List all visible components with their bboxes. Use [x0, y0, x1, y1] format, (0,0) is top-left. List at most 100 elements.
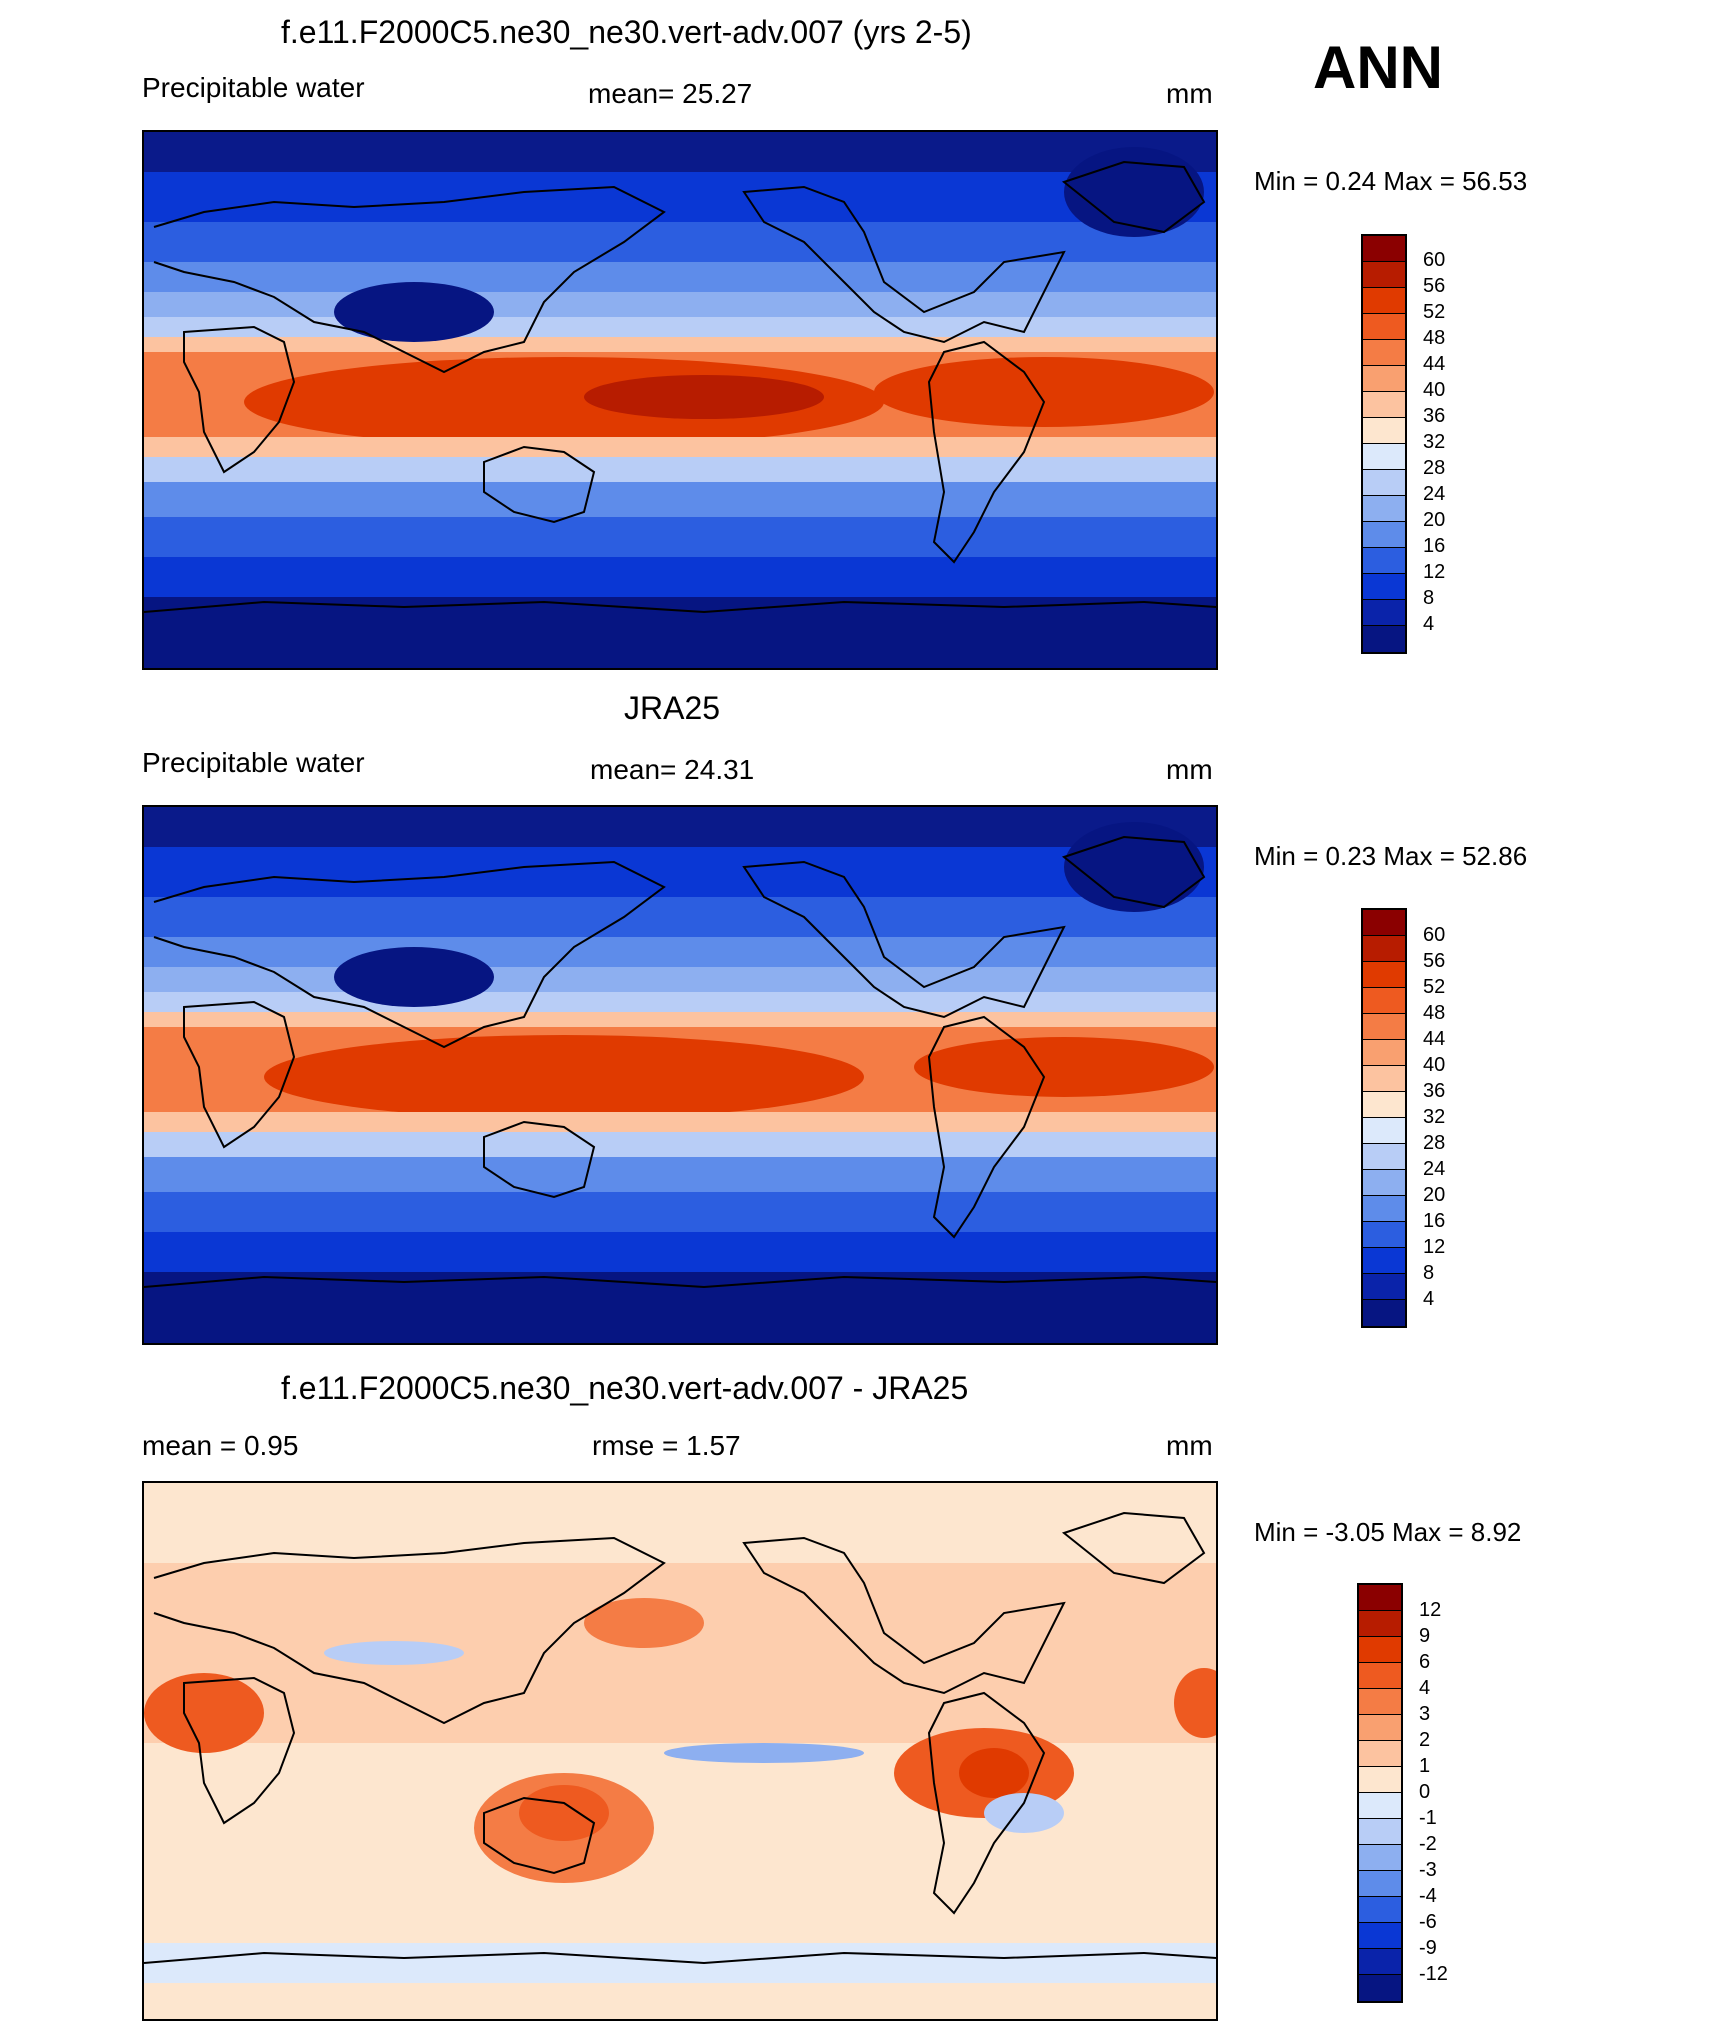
colorbar-swatch	[1363, 600, 1405, 626]
colorbar-tick-label: 20	[1423, 509, 1446, 531]
colorbar-tick-label: 12	[1423, 1236, 1446, 1258]
panel-1-title: f.e11.F2000C5.ne30_ne30.vert-adv.007 (yr…	[281, 14, 972, 50]
colorbar-tick-label: 24	[1423, 1158, 1446, 1180]
colorbar-swatch	[1359, 1585, 1401, 1611]
panel-2-mean-label: mean= 24.31	[590, 754, 755, 785]
colorbar-swatch	[1363, 574, 1405, 600]
panel-3-colorbar	[1357, 1583, 1403, 2003]
panel-3-units-label: mm	[1166, 1430, 1213, 1461]
colorbar-swatch	[1363, 340, 1405, 366]
colorbar-swatch	[1359, 1689, 1401, 1715]
panel-3-map-field	[144, 1483, 1216, 2019]
colorbar-tick-label: -9	[1419, 1937, 1437, 1959]
colorbar-swatch	[1363, 936, 1405, 962]
colorbar-tick-label: 60	[1423, 249, 1446, 271]
panel-1-map	[142, 130, 1218, 670]
colorbar-tick-label: -4	[1419, 1885, 1437, 1907]
colorbar-swatch	[1359, 1897, 1401, 1923]
colorbar-swatch	[1363, 444, 1405, 470]
colorbar-tick-label: 4	[1419, 1677, 1431, 1699]
colorbar-swatch	[1363, 1248, 1405, 1274]
colorbar-tick-label: 2	[1419, 1729, 1431, 1751]
colorbar-tick-label: 20	[1423, 1184, 1446, 1206]
colorbar-swatch	[1359, 1637, 1401, 1663]
colorbar-tick-label: -12	[1419, 1963, 1448, 1985]
colorbar-swatch	[1363, 288, 1405, 314]
colorbar-swatch	[1363, 1222, 1405, 1248]
colorbar-swatch	[1363, 1040, 1405, 1066]
panel-2-map-field	[144, 807, 1216, 1343]
colorbar-swatch	[1363, 522, 1405, 548]
panel-1-units-label: mm	[1166, 78, 1213, 109]
colorbar-tick-label: 56	[1423, 275, 1446, 297]
colorbar-swatch	[1363, 1274, 1405, 1300]
colorbar-tick-label: 28	[1423, 457, 1446, 479]
colorbar-tick-label: 32	[1423, 431, 1446, 453]
colorbar-tick-label: 52	[1423, 976, 1446, 998]
colorbar-swatch	[1363, 1092, 1405, 1118]
colorbar-tick-label: 48	[1423, 327, 1446, 349]
colorbar-swatch	[1363, 1170, 1405, 1196]
panel-2-minmax-label: Min = 0.23 Max = 52.86	[1254, 841, 1528, 871]
colorbar-tick-label: -3	[1419, 1859, 1437, 1881]
colorbar-tick-label: -1	[1419, 1807, 1437, 1829]
colorbar-tick-label: 16	[1423, 535, 1446, 557]
colorbar-tick-label: -6	[1419, 1911, 1437, 1933]
panel-1-variable-label: Precipitable water	[142, 72, 365, 103]
colorbar-tick-label: 24	[1423, 483, 1446, 505]
colorbar-swatch	[1363, 1118, 1405, 1144]
panel-3-mean-label: mean = 0.95	[142, 1430, 299, 1461]
colorbar-swatch	[1363, 418, 1405, 444]
colorbar-swatch	[1359, 1819, 1401, 1845]
colorbar-swatch	[1363, 910, 1405, 936]
panel-1-mean-label: mean= 25.27	[588, 78, 753, 109]
colorbar-swatch	[1363, 988, 1405, 1014]
colorbar-tick-label: 8	[1423, 587, 1435, 609]
panel-2-map	[142, 805, 1218, 1345]
panel-3-title: f.e11.F2000C5.ne30_ne30.vert-adv.007 - J…	[281, 1370, 969, 1406]
colorbar-tick-label: 40	[1423, 379, 1446, 401]
season-label: ANN	[1313, 34, 1443, 101]
colorbar-tick-label: 56	[1423, 950, 1446, 972]
colorbar-swatch	[1363, 314, 1405, 340]
panel-3-map	[142, 1481, 1218, 2021]
colorbar-tick-label: -2	[1419, 1833, 1437, 1855]
colorbar-tick-label: 8	[1423, 1262, 1435, 1284]
colorbar-tick-label: 12	[1419, 1599, 1442, 1621]
panel-1-colorbar	[1361, 234, 1407, 654]
colorbar-tick-label: 9	[1419, 1625, 1431, 1647]
colorbar-swatch	[1363, 262, 1405, 288]
colorbar-tick-label: 1	[1419, 1755, 1431, 1777]
colorbar-swatch	[1363, 962, 1405, 988]
colorbar-swatch	[1363, 548, 1405, 574]
colorbar-tick-label: 4	[1423, 613, 1435, 635]
colorbar-tick-label: 12	[1423, 561, 1446, 583]
colorbar-tick-label: 3	[1419, 1703, 1431, 1725]
colorbar-tick-label: 44	[1423, 353, 1446, 375]
colorbar-swatch	[1363, 392, 1405, 418]
colorbar-swatch	[1363, 1196, 1405, 1222]
colorbar-tick-label: 52	[1423, 301, 1446, 323]
panel-3-rmse-label: rmse = 1.57	[592, 1430, 741, 1461]
colorbar-swatch	[1359, 1663, 1401, 1689]
panel-1-map-field	[144, 132, 1216, 668]
colorbar-swatch	[1359, 1715, 1401, 1741]
colorbar-swatch	[1359, 1741, 1401, 1767]
panel-1-minmax-label: Min = 0.24 Max = 56.53	[1254, 166, 1528, 196]
colorbar-tick-label: 36	[1423, 405, 1446, 427]
colorbar-tick-label: 4	[1423, 1288, 1435, 1310]
colorbar-swatch	[1359, 1611, 1401, 1637]
colorbar-swatch	[1363, 496, 1405, 522]
colorbar-tick-label: 40	[1423, 1054, 1446, 1076]
colorbar-tick-label: 16	[1423, 1210, 1446, 1232]
colorbar-swatch	[1359, 1871, 1401, 1897]
panel-2-units-label: mm	[1166, 754, 1213, 785]
colorbar-swatch	[1359, 1793, 1401, 1819]
colorbar-tick-label: 60	[1423, 924, 1446, 946]
panel-2-variable-label: Precipitable water	[142, 747, 365, 778]
colorbar-swatch	[1363, 366, 1405, 392]
colorbar-swatch	[1363, 1300, 1405, 1326]
colorbar-swatch	[1359, 1845, 1401, 1871]
colorbar-swatch	[1359, 1975, 1401, 2001]
colorbar-tick-label: 6	[1419, 1651, 1431, 1673]
